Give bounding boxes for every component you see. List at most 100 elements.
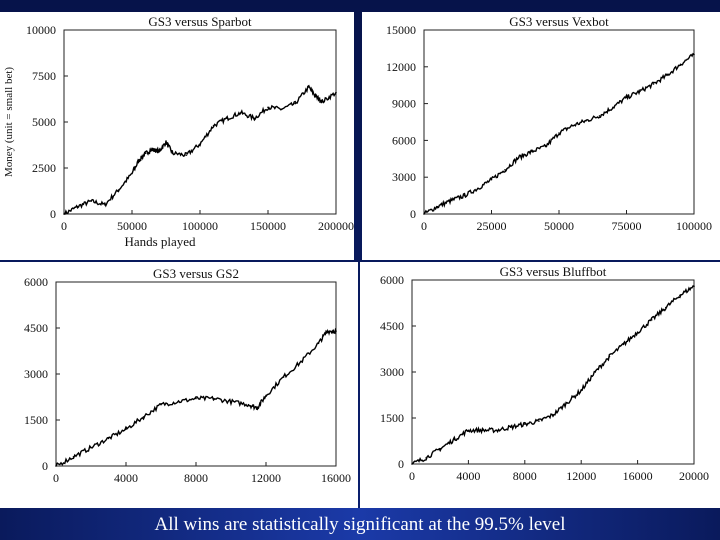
chart-title: GS3 versus Sparbot: [148, 14, 252, 29]
data-point: [679, 63, 682, 66]
x-tick-label: 0: [61, 219, 67, 233]
data-point: [107, 437, 110, 440]
data-point: [666, 74, 668, 77]
data-point: [185, 154, 188, 156]
data-point: [665, 306, 667, 309]
data-point: [552, 414, 554, 416]
data-point: [104, 204, 106, 206]
chart-panel-sparbot: GS3 versus Sparbot 0 50000 100000 150000 2000…: [0, 12, 354, 260]
y-tick-label: 15000: [386, 23, 416, 37]
x-tick-label: 50000: [544, 219, 574, 233]
footer-bar: [0, 508, 720, 540]
data-point: [477, 187, 479, 190]
data-point: [138, 159, 140, 162]
data-point: [282, 376, 285, 378]
data-point: [72, 456, 75, 458]
data-point: [495, 429, 498, 432]
data-point: [195, 397, 197, 400]
data-point: [151, 148, 154, 151]
data-point: [199, 143, 201, 145]
y-tick-label: 5000: [32, 115, 56, 129]
data-point: [531, 150, 533, 153]
chart-title: GS3 versus Bluffbot: [500, 264, 607, 279]
data-point: [639, 90, 641, 93]
data-point: [509, 426, 512, 428]
data-point: [504, 169, 506, 171]
data-point: [317, 342, 320, 345]
data-point: [625, 96, 628, 99]
data-point: [580, 389, 582, 392]
data-point: [436, 205, 439, 208]
y-tick-label: 10000: [26, 23, 56, 37]
chart-svg: GS3 versus GS2 0 4000 8000 12000 16000 0 1500 30…: [24, 266, 351, 485]
y-tick-label: 0: [50, 207, 56, 221]
data-point: [177, 400, 180, 403]
data-point: [142, 416, 145, 418]
data-point: [467, 429, 470, 432]
y-tick-label: 9000: [392, 97, 416, 111]
x-axis-label: Hands played: [124, 234, 196, 249]
series-line: [411, 285, 695, 465]
x-tick-label: 16000: [321, 471, 351, 485]
chart-title: GS3 versus Vexbot: [509, 14, 609, 29]
data-point: [450, 199, 452, 202]
data-point: [693, 53, 695, 56]
y-tick-label: 7500: [32, 69, 56, 83]
data-point: [566, 401, 568, 404]
chart-panel-gs2: GS3 versus GS2 0 4000 8000 12000 16000 0 1500 30…: [0, 262, 358, 508]
data-point: [240, 112, 242, 114]
data-point: [90, 200, 92, 202]
data-point: [652, 83, 655, 85]
y-tick-label: 2500: [32, 161, 56, 175]
data-point: [326, 330, 329, 332]
data-point: [558, 132, 560, 134]
data-point: [679, 294, 681, 297]
y-tick-label: 12000: [386, 60, 416, 74]
data-point: [308, 86, 310, 88]
y-tick-label: 3000: [24, 367, 48, 381]
x-tick-label: 150000: [250, 219, 286, 233]
data-point: [172, 152, 174, 155]
y-tick-label: 1500: [24, 413, 48, 427]
data-point: [125, 428, 127, 430]
data-point: [212, 397, 215, 400]
data-point: [335, 330, 337, 332]
data-point: [481, 429, 484, 432]
x-tick-label: 50000: [117, 219, 147, 233]
x-tick-label: 75000: [612, 219, 642, 233]
y-tick-label: 0: [410, 207, 416, 221]
data-point: [411, 463, 413, 465]
data-point: [158, 150, 160, 153]
data-point: [300, 360, 302, 363]
y-tick-label: 0: [42, 459, 48, 473]
data-point: [253, 117, 256, 120]
y-tick-label: 6000: [380, 273, 404, 287]
x-tick-label: 200000: [318, 219, 354, 233]
data-point: [265, 394, 267, 397]
data-point: [90, 446, 92, 449]
plot-area: [63, 29, 337, 215]
x-tick-label: 8000: [513, 469, 537, 483]
data-point: [63, 213, 65, 215]
data-point: [636, 331, 639, 333]
y-tick-label: 3000: [380, 365, 404, 379]
data-point: [594, 371, 597, 373]
data-point: [425, 457, 427, 459]
data-point: [608, 355, 611, 358]
data-point: [226, 117, 228, 120]
data-point: [622, 343, 625, 346]
data-point: [463, 194, 466, 197]
data-point: [571, 124, 574, 127]
y-tick-label: 6000: [24, 275, 48, 289]
y-tick-label: 4500: [380, 319, 404, 333]
x-tick-label: 8000: [184, 471, 208, 485]
data-point: [423, 213, 425, 215]
data-point: [693, 285, 695, 287]
x-tick-label: 0: [409, 469, 415, 483]
x-tick-label: 16000: [623, 469, 653, 483]
x-tick-label: 25000: [477, 219, 507, 233]
y-tick-label: 3000: [392, 170, 416, 184]
data-point: [131, 172, 133, 175]
y-tick-label: 1500: [380, 411, 404, 425]
